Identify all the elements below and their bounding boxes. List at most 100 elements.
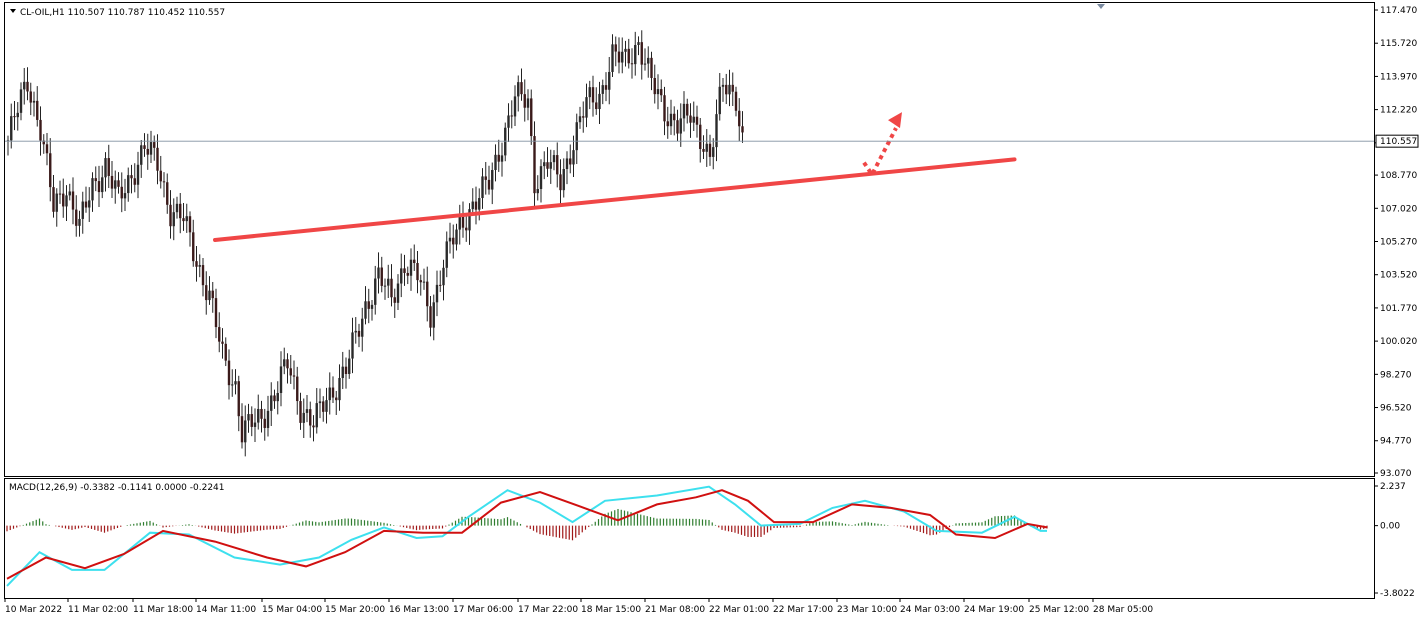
- chart-shift-marker-icon[interactable]: [1097, 4, 1105, 9]
- candle-body-down: [120, 186, 123, 199]
- candle-body-up: [396, 283, 400, 303]
- candle-body-down: [237, 381, 240, 417]
- candle: [686, 98, 689, 124]
- candle-body-down: [627, 48, 630, 64]
- drawn-objects[interactable]: [213, 112, 1017, 242]
- candle: [611, 34, 614, 78]
- candle: [276, 381, 279, 415]
- candle-body-down: [595, 102, 598, 110]
- candle-body-up: [351, 332, 354, 359]
- candle: [374, 265, 377, 315]
- candle-body-down: [75, 209, 78, 226]
- candle: [344, 357, 348, 389]
- candle-body-down: [273, 395, 276, 402]
- candle-body-up: [517, 82, 520, 97]
- candle: [725, 73, 728, 105]
- candle: [315, 388, 318, 434]
- candle: [741, 111, 744, 143]
- candle: [49, 138, 52, 202]
- candle: [81, 191, 84, 234]
- x-tick-label: 21 Mar 08:00: [645, 605, 705, 615]
- candle: [179, 192, 182, 234]
- candle-body-down: [741, 126, 744, 133]
- candle-body-up: [136, 164, 140, 185]
- candle: [127, 167, 130, 202]
- candle: [738, 98, 741, 142]
- candle: [715, 99, 718, 162]
- candle-body-up: [552, 155, 556, 163]
- candle-body-up: [543, 162, 546, 167]
- x-tick-label: 23 Mar 10:00: [837, 605, 897, 615]
- candle-body-down: [367, 301, 370, 309]
- current-price-box: [1375, 134, 1419, 148]
- candle: [26, 67, 29, 101]
- candle-body-down: [182, 218, 185, 222]
- candle: [218, 312, 221, 353]
- symbol-header[interactable]: CL-OIL,H1 110.507 110.787 110.452 110.55…: [10, 8, 225, 18]
- arrowhead-icon: [888, 112, 902, 129]
- candle-body-down: [29, 91, 32, 103]
- candle-body-down: [188, 216, 192, 233]
- candle: [481, 168, 484, 209]
- candle-body-up: [55, 193, 58, 212]
- candle: [42, 134, 45, 154]
- candle-body-up: [104, 158, 107, 178]
- candle-body-up: [348, 358, 351, 375]
- candle: [19, 82, 23, 121]
- candle: [403, 254, 406, 286]
- candle: [523, 79, 526, 122]
- candle: [393, 288, 396, 318]
- candle: [455, 223, 458, 251]
- candle-body-up: [728, 84, 731, 95]
- candle: [104, 152, 107, 192]
- candle-body-down: [94, 178, 97, 182]
- candle: [383, 278, 387, 300]
- candle-body-up: [10, 116, 13, 141]
- candle: [647, 46, 650, 78]
- candle: [718, 73, 721, 121]
- candle: [520, 68, 523, 101]
- candle: [621, 37, 624, 74]
- candle-body-down: [708, 143, 712, 157]
- candle-body-down: [52, 187, 55, 212]
- candle: [507, 103, 510, 142]
- candle: [595, 87, 598, 115]
- candle-body-down: [214, 298, 218, 328]
- candle: [341, 351, 344, 390]
- candle: [331, 376, 335, 403]
- candle-body-up: [257, 408, 260, 423]
- candle-body-up: [621, 51, 624, 63]
- candle: [279, 351, 283, 407]
- candle: [247, 403, 250, 433]
- candle: [221, 328, 224, 359]
- candle-body-up: [601, 85, 604, 94]
- candle: [426, 266, 429, 322]
- candle-body-down: [439, 284, 442, 286]
- candle-body-down: [530, 98, 533, 137]
- candle: [169, 190, 172, 239]
- candle-body-up: [276, 392, 279, 402]
- candle-body-up: [611, 44, 614, 72]
- x-tick-label: 15 Mar 04:00: [262, 605, 322, 615]
- candle-body-down: [299, 401, 302, 423]
- candle: [71, 177, 75, 225]
- candle: [533, 121, 536, 209]
- candle-body-down: [393, 297, 396, 303]
- candle-body-down: [510, 115, 513, 117]
- candle: [357, 323, 361, 348]
- candle-body-up: [572, 150, 575, 165]
- candle-body-up: [682, 103, 686, 119]
- candle: [156, 134, 159, 185]
- candle: [390, 264, 393, 307]
- signal-line: [6, 489, 1048, 580]
- candle: [413, 244, 416, 271]
- candle: [52, 175, 55, 218]
- x-tick-label: 22 Mar 17:00: [773, 605, 833, 615]
- triangle-down-icon[interactable]: [10, 9, 16, 13]
- candle-body-up: [123, 193, 127, 199]
- candle-body-up: [266, 410, 270, 428]
- candle-body-up: [244, 420, 247, 443]
- candle: [162, 172, 166, 198]
